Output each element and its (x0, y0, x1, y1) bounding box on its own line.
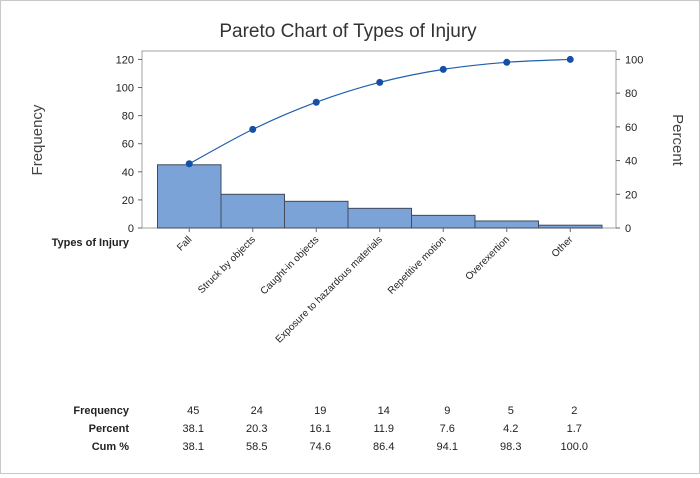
bar-0 (157, 164, 222, 229)
table-cell: 45 (187, 405, 199, 417)
plot-area: 0 20 40 60 80 100 120 0 20 40 60 80 100 Fall Struck by… (116, 50, 643, 345)
table-row-label: Percent (89, 423, 130, 435)
table-cell: 74.6 (310, 441, 331, 453)
y-tick-label: 120 (116, 54, 134, 66)
table-row-label: Cum % (92, 441, 130, 453)
bar-4 (411, 214, 476, 229)
table-cell: 14 (378, 405, 390, 417)
table-cell: 86.4 (373, 441, 394, 453)
table-cell: 7.6 (440, 423, 455, 435)
y2-tick-label: 80 (625, 88, 637, 100)
cumulative-point-2 (312, 98, 320, 106)
table-cell: 38.1 (183, 423, 204, 435)
cumulative-point-6 (566, 55, 574, 63)
x-tick-label: Caught-in objects (259, 234, 322, 297)
table-cell: 24 (251, 405, 263, 417)
y-tick-label: 80 (122, 111, 134, 123)
y2-tick-label: 40 (625, 156, 637, 168)
x-tick-label: Exposure to hazardous materials (274, 234, 385, 345)
x-tick-label: Fall (175, 234, 194, 253)
table-cell: 98.3 (500, 441, 521, 453)
cumulative-point-5 (503, 58, 511, 66)
y-tick-label: 0 (128, 223, 134, 235)
table-cell: 100.0 (560, 441, 588, 453)
y2-axis-label: Percent (669, 114, 686, 167)
table-cell: 4.2 (503, 423, 518, 435)
y-axis-label: Frequency (29, 104, 46, 175)
y2-tick-label: 100 (625, 54, 643, 66)
chart-title: Pareto Chart of Types of Injury (219, 21, 477, 42)
y-tick-label: 20 (122, 195, 134, 207)
y-tick-label: 40 (122, 167, 134, 179)
bar-3 (347, 207, 412, 229)
y2-tick-label: 60 (625, 122, 637, 134)
cumulative-point-3 (376, 78, 384, 86)
cumulative-point-1 (249, 125, 257, 133)
data-table: Frequency 45 24 19 14 9 5 2 Percent 38.1 20.3 16.1 1… (73, 405, 588, 453)
cumulative-line (188, 58, 571, 165)
cumulative-point-0 (185, 160, 193, 168)
table-cell: 58.5 (246, 441, 267, 453)
table-cell: 94.1 (437, 441, 458, 453)
table-cell: 2 (571, 405, 577, 417)
bar-2 (284, 200, 349, 229)
y2-tick-label: 20 (625, 189, 637, 201)
table-row-label: Frequency (73, 405, 130, 417)
table-cell: 20.3 (246, 423, 267, 435)
bar-6 (538, 224, 603, 229)
bar-5 (474, 220, 539, 229)
x-tick-label: Struck by objects (196, 234, 258, 296)
table-cell: 5 (508, 405, 514, 417)
table-cell: 38.1 (183, 441, 204, 453)
bar-1 (220, 193, 285, 229)
table-cell: 19 (314, 405, 326, 417)
table-cell: 9 (444, 405, 450, 417)
y-tick-label: 100 (116, 83, 134, 95)
x-tick-label: Repetitive motion (386, 234, 448, 296)
y2-tick-label: 0 (625, 223, 631, 235)
y-tick-label: 60 (122, 139, 134, 151)
x-axis-label: Types of Injury (52, 237, 130, 249)
table-cell: 11.9 (373, 423, 394, 435)
cumulative-point-4 (439, 65, 447, 73)
x-tick-label: Other (550, 234, 576, 260)
table-cell: 1.7 (567, 423, 582, 435)
x-tick-label: Overexertion (464, 234, 512, 282)
table-cell: 16.1 (310, 423, 331, 435)
